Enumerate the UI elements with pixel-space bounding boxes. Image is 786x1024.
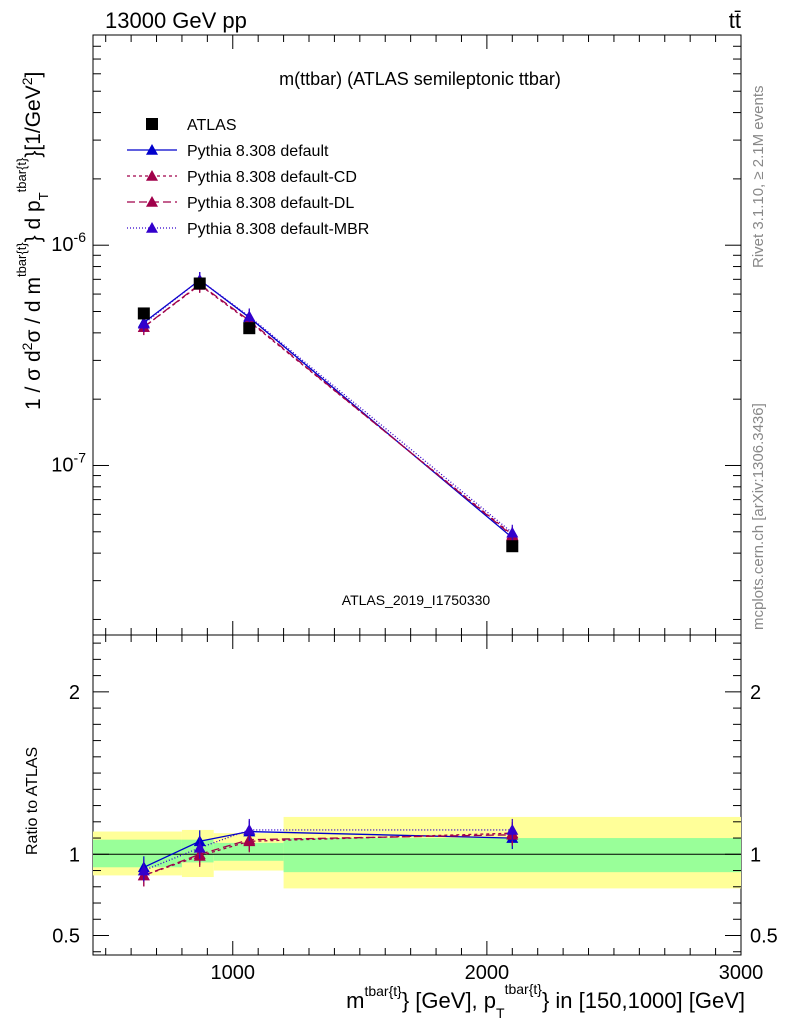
series-point — [137, 317, 150, 329]
series-point — [243, 310, 256, 322]
legend: ATLAS Pythia 8.308 default Pythia 8.308 de… — [127, 117, 369, 238]
ratio-point — [506, 823, 519, 835]
x-tick-label: 3000 — [719, 962, 764, 984]
legend-marker-1 — [146, 170, 158, 181]
ratio-tick-label-left: 2 — [69, 682, 80, 704]
legend-marker-data — [146, 118, 158, 130]
header-left: 13000 GeV pp — [105, 8, 247, 33]
x-tick-label: 2000 — [465, 962, 510, 984]
ratio-tick-label-right: 2 — [750, 682, 761, 704]
series-line-3 — [143, 279, 513, 534]
legend-marker-3 — [146, 222, 158, 233]
ratio-tick-label-left: 1 — [69, 844, 80, 866]
axes: 1000 2000 3000 10-6 10-7 0.5 0.5 1 1 2 2 — [51, 34, 778, 984]
rivet-info: Rivet 3.1.10, ≥ 2.1M events — [750, 86, 767, 269]
data-point — [506, 540, 519, 553]
data-point — [137, 307, 150, 320]
band-inner-0 — [93, 839, 182, 868]
y-tick-label: 10-6 — [51, 229, 86, 256]
ratio-point — [243, 823, 256, 835]
data-point — [193, 277, 206, 290]
ratio-line-0 — [143, 830, 513, 868]
legend-label-3: Pythia 8.308 default-MBR — [187, 221, 369, 238]
legend-label-1: Pythia 8.308 default-CD — [187, 169, 357, 186]
mcplots-info: mcplots.cern.ch [arXiv:1306.3436] — [750, 403, 767, 630]
ratio-line-2 — [143, 834, 513, 877]
ratio-plot-frame — [92, 634, 742, 956]
series-line-2 — [143, 283, 513, 537]
ratio-line-3 — [143, 829, 513, 872]
legend-label-2: Pythia 8.308 default-DL — [187, 195, 354, 212]
analysis-watermark: ATLAS_2019_I1750330 — [342, 592, 491, 608]
ratio-y-axis-title: Ratio to ATLAS — [24, 747, 41, 855]
series-line-0 — [143, 279, 513, 539]
series-point — [506, 526, 519, 538]
y-axis-title: 1 / σ d2σ / d mtbar{t}} d pTtbar{t}}[1/G… — [14, 72, 51, 410]
legend-label-0: Pythia 8.308 default — [187, 143, 329, 160]
ratio-tick-label-right: 1 — [750, 844, 761, 866]
ratio-tick-label-left: 0.5 — [52, 926, 80, 948]
legend-marker-2 — [146, 196, 158, 207]
legend-label-data: ATLAS — [187, 117, 237, 134]
series-line-1 — [143, 284, 513, 536]
ratio-marks — [137, 818, 519, 887]
x-axis-title: mtbar{t}} [GeV], pTtbar{t}} in [150,1000… — [346, 981, 745, 1021]
plot-title: m(ttbar) (ATLAS semileptonic ttbar) — [279, 69, 561, 89]
ratio-point — [137, 864, 150, 876]
ratio-uncertainty-bands — [93, 816, 741, 889]
legend-marker-0 — [146, 144, 158, 155]
main-marks — [137, 272, 519, 553]
band-inner-2 — [213, 842, 284, 861]
header-right: tt̄ — [729, 8, 741, 33]
y-tick-label: 10-7 — [51, 449, 86, 476]
ratio-point — [193, 841, 206, 853]
ratio-tick-label-right: 0.5 — [750, 926, 778, 948]
data-point — [243, 322, 256, 335]
x-tick-label: 1000 — [211, 962, 256, 984]
